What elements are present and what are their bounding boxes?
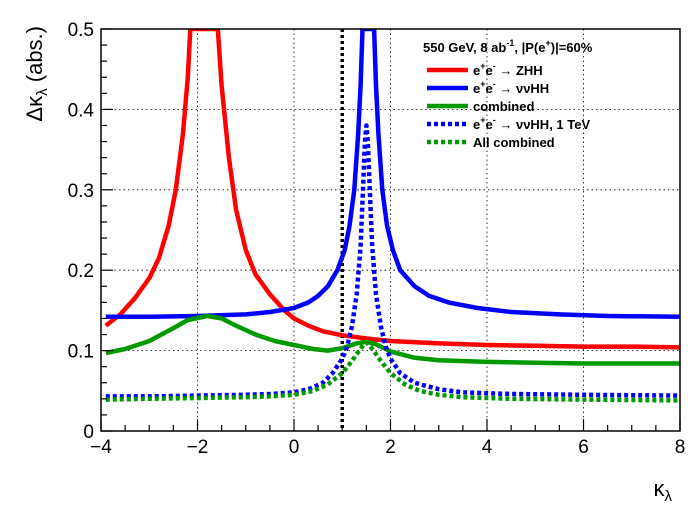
- legend-label-1: e+e- → ZHH: [473, 61, 543, 78]
- series-layer: [104, 29, 680, 403]
- series-line-2: [105, 29, 680, 320]
- x-axis-title-sub: λ: [665, 488, 673, 505]
- x-tick-label: 8: [675, 437, 686, 458]
- legend-label-part: e: [486, 81, 493, 96]
- legend-label-4: e+e- → ννHH, 1 TeV: [473, 115, 590, 132]
- legend-label-part: +: [480, 115, 485, 125]
- legend: 550 GeV, 8 ab-1, |P(e+)|=60% e+e- → ZHHe…: [423, 38, 593, 150]
- y-tick-label: 0.3: [68, 181, 94, 202]
- legend-label-part: → ννHH: [496, 81, 549, 96]
- legend-label-part: -: [493, 115, 496, 125]
- legend-label-part: -: [493, 61, 496, 71]
- y-axis-title-post: (abs.): [22, 26, 47, 88]
- x-tick-label: −2: [187, 437, 209, 458]
- series-line-3: [105, 313, 680, 366]
- legend-title-sup2: +: [545, 38, 550, 48]
- x-tick-label: 2: [385, 437, 396, 458]
- series-line-5: [105, 340, 680, 403]
- y-tick-label: 0.1: [68, 342, 94, 363]
- legend-label-part: → ZHH: [496, 63, 543, 78]
- legend-label-part: +: [480, 79, 485, 89]
- legend-label-2: e+e- → ννHH: [473, 79, 549, 96]
- legend-label-5: All combined: [473, 135, 555, 150]
- x-axis-title-main: κ: [654, 476, 666, 501]
- legend-title-sup1: -1: [506, 38, 514, 48]
- axis-tick-labels: −4 −2 0 2 4 6 8 0 0.1 0.2 0.3 0.4 0.5: [68, 20, 686, 458]
- series-line-1: [104, 29, 680, 350]
- legend-title-rest: , |P(e: [514, 40, 545, 55]
- x-tick-label: 6: [578, 437, 589, 458]
- legend-label-part: e: [473, 63, 480, 78]
- axis-ticks: [100, 28, 681, 432]
- x-tick-label: 4: [482, 437, 493, 458]
- legend-label-part: -: [493, 79, 496, 89]
- y-axis-title: Δκλ (abs.): [22, 26, 51, 122]
- y-axis-title-pre: Δκ: [22, 95, 47, 122]
- legend-label-part: e: [473, 117, 480, 132]
- legend-label-part: e: [473, 81, 480, 96]
- x-tick-label: −4: [90, 437, 112, 458]
- legend-label-part: +: [480, 61, 485, 71]
- series-line-4: [105, 123, 680, 399]
- legend-title-main: 550 GeV, 8 ab: [423, 40, 506, 55]
- y-tick-label: 0.4: [68, 100, 95, 121]
- y-axis-title-sub: λ: [34, 88, 51, 96]
- legend-label-part: e: [486, 117, 493, 132]
- y-tick-label: 0.5: [68, 20, 94, 41]
- x-tick-label: 0: [289, 437, 300, 458]
- x-axis-title: κλ: [654, 476, 673, 505]
- y-tick-label: 0: [83, 422, 94, 443]
- legend-title-end: )|=60%: [551, 40, 593, 55]
- y-tick-label: 0.2: [68, 261, 94, 282]
- legend-label-part: e: [486, 63, 493, 78]
- legend-label-3: combined: [473, 99, 534, 114]
- legend-title: 550 GeV, 8 ab-1, |P(e+)|=60%: [423, 38, 593, 55]
- legend-label-part: → ννHH, 1 TeV: [496, 117, 591, 132]
